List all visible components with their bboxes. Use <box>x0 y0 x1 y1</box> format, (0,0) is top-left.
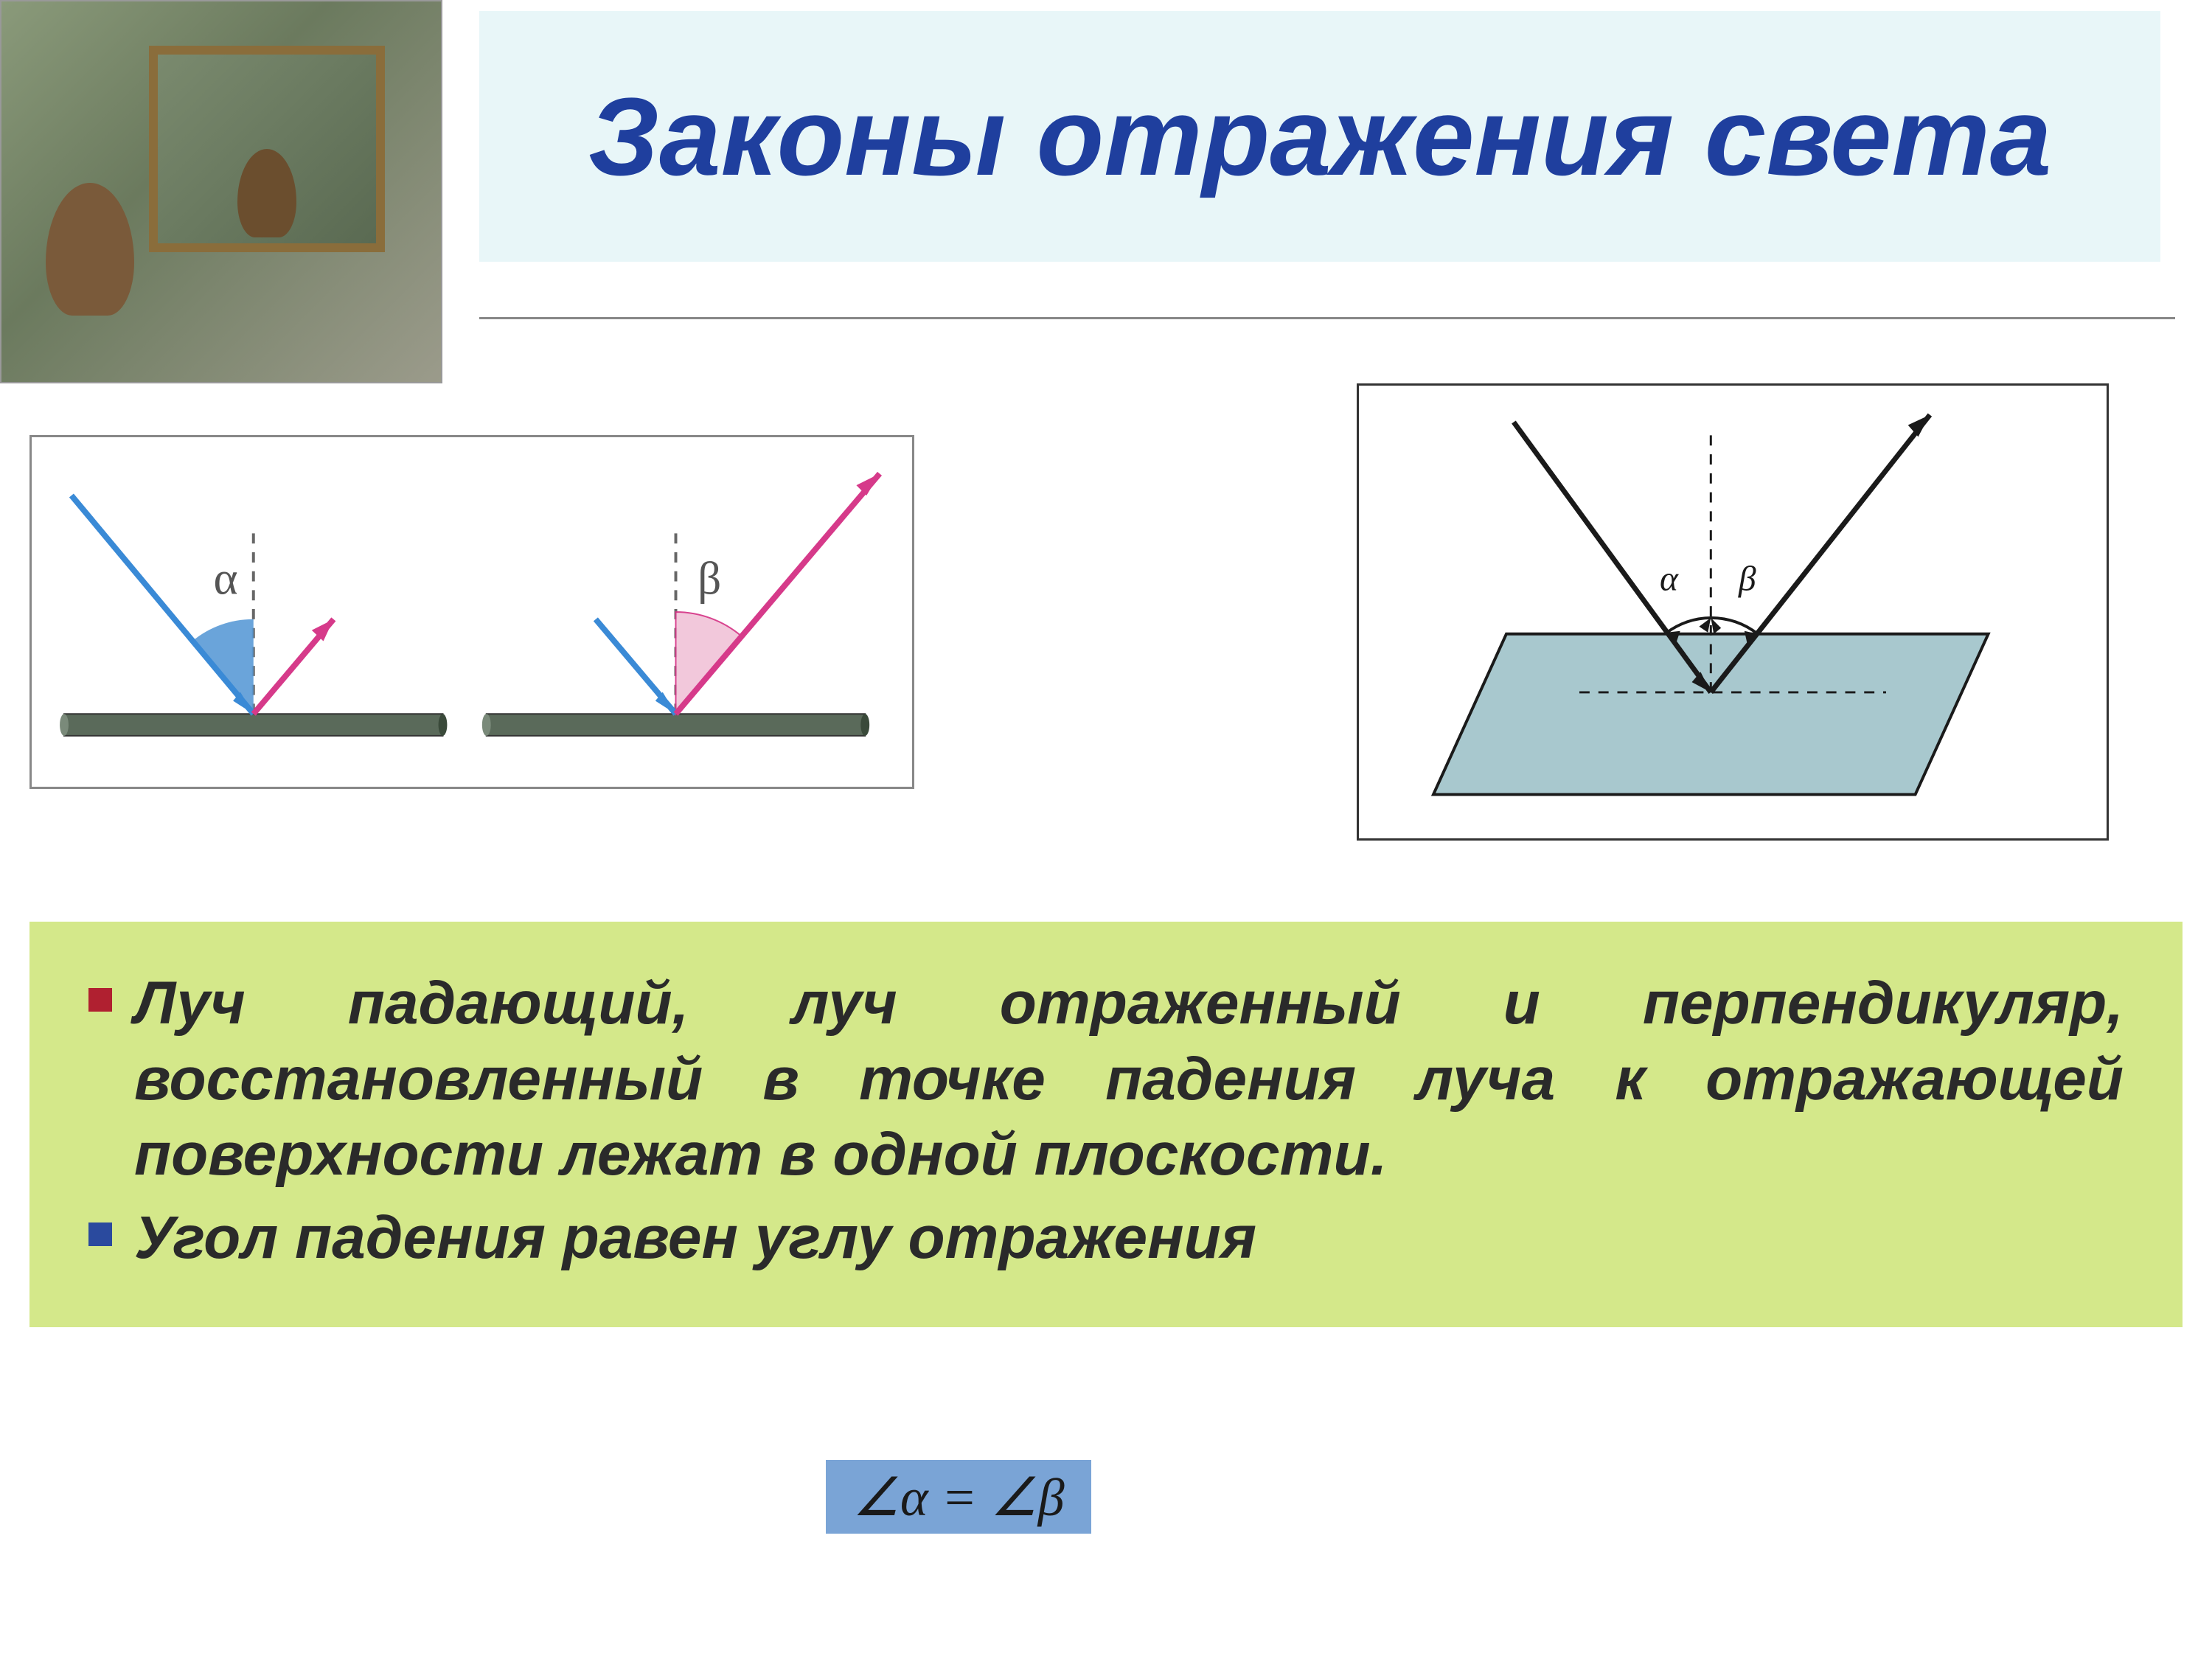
page-title: Законы отражения света <box>588 76 2052 198</box>
mirror-photo <box>0 0 442 383</box>
svg-text:β: β <box>698 552 721 604</box>
divider-line <box>479 317 2175 319</box>
diagram-plane-3d: α β <box>1357 383 2109 841</box>
diagrams-row: α β <box>29 383 2183 841</box>
vase <box>46 183 134 316</box>
title-banner: Законы отражения света <box>479 11 2160 262</box>
bullet-item: Угол падения равен углу отражения <box>88 1200 2124 1276</box>
diagram-angles-2d: α β <box>29 435 914 789</box>
svg-text:β: β <box>1738 560 1756 598</box>
law-text-2: Угол падения равен углу отражения <box>134 1200 1256 1276</box>
formula-box: ∠α = ∠β <box>826 1460 1091 1534</box>
laws-text-block: Луч падающий, луч отраженный и перпендик… <box>29 922 2183 1327</box>
law-text-1: Луч падающий, луч отраженный и перпендик… <box>134 966 2124 1193</box>
formula: ∠α = ∠β <box>852 1466 1064 1528</box>
bullet-marker <box>88 1222 112 1246</box>
svg-text:α: α <box>213 552 237 604</box>
svg-text:α: α <box>1660 560 1679 598</box>
bullet-marker <box>88 988 112 1012</box>
bullet-item: Луч падающий, луч отраженный и перпендик… <box>88 966 2124 1193</box>
